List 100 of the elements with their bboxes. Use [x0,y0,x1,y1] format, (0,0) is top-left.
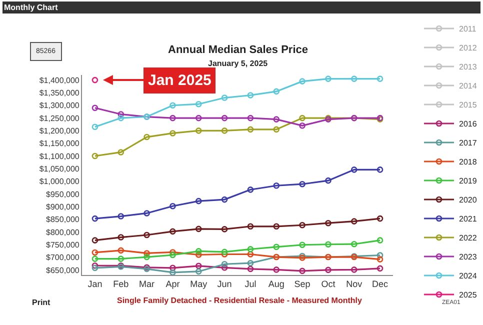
legend-label: 2020 [459,196,478,205]
text: Monthly Chart [4,3,58,12]
y-tick-label: $1,200,000 [39,126,80,136]
point [92,215,98,222]
point [376,256,384,262]
legend-label: 2018 [459,158,478,167]
y-tick-label: $1,250,000 [39,114,80,123]
point [92,104,98,112]
x-tick-label: Oct [321,278,336,289]
legend-label: 2025 [459,290,478,300]
point [299,222,306,228]
point [221,114,228,122]
legend-label: 2013 [459,62,478,72]
legend-label: 2012 [459,44,478,53]
point [350,218,358,224]
point [195,226,202,232]
point [170,202,176,210]
point [144,134,150,140]
point [195,114,202,122]
point [299,122,306,129]
point [247,223,254,230]
legend-label: 2014 [459,82,478,91]
point [92,256,98,262]
point [299,242,306,248]
point [273,126,280,133]
point [221,94,228,101]
x-tick-label: Jan [88,278,102,289]
y-tick-label: $1,150,000 [39,139,80,148]
point [221,251,228,258]
y-tick-label: $750,000 [46,240,80,250]
y-tick-label: $1,300,000 [39,101,80,110]
x-tick-label: Apr [166,278,180,289]
point [221,264,228,271]
point [273,88,280,95]
point [144,250,150,256]
point [195,262,202,270]
y-tick-label: $1,350,000 [39,88,80,98]
x-tick-label: May [190,278,208,289]
point [325,177,332,184]
y-tick-label: $800,000 [46,228,80,237]
point [170,130,176,136]
point [170,228,176,235]
point [118,213,124,220]
x-tick-label: Mar [139,278,155,289]
point [273,223,280,230]
point [325,220,332,226]
point [92,152,98,160]
annotation: Jan 2025 [148,72,212,89]
point [350,266,358,273]
legend-label: 2022 [459,234,478,243]
point [92,76,98,84]
x-tick-label: Jun [217,278,232,289]
chart-subtitle: January 5, 2025 [208,59,268,68]
point [247,246,254,252]
point [195,248,202,254]
point [376,166,384,173]
point [92,249,98,256]
legend-label: 2016 [459,120,478,129]
point [118,114,124,122]
point [273,244,280,250]
y-tick-label: $1,050,000 [39,164,80,174]
point [350,166,358,173]
point [376,237,384,244]
point [170,252,176,258]
point [92,262,98,269]
point [247,186,254,193]
point [170,264,176,272]
point [350,76,358,82]
point [376,252,384,258]
point [92,237,98,244]
point [376,265,384,272]
point [144,254,150,260]
point [299,114,306,122]
legend-label: 2011 [459,24,477,34]
point [144,210,150,216]
point [350,240,358,248]
point [92,264,98,272]
y-tick-label: $1,400,000 [39,76,80,85]
x-tick-label: Nov [346,278,363,289]
x-tick-label: Aug [268,278,284,289]
point [299,78,306,84]
x-tick-label: Feb [113,278,129,289]
point [195,252,202,258]
chart-title: Annual Median Sales Price [168,44,308,56]
y-tick-label: $950,000 [46,190,80,199]
point [92,124,98,130]
point [247,92,254,98]
point [273,266,280,273]
text: Print [32,298,51,307]
y-tick-label: $850,000 [46,215,80,224]
point [221,226,228,232]
point [195,268,202,275]
point [221,128,228,134]
x-tick-label: Jul [244,278,256,289]
point [325,241,332,248]
point [325,266,332,274]
point [118,256,124,262]
point [273,116,280,122]
point [221,260,228,268]
legend-label: 2021 [459,214,478,224]
